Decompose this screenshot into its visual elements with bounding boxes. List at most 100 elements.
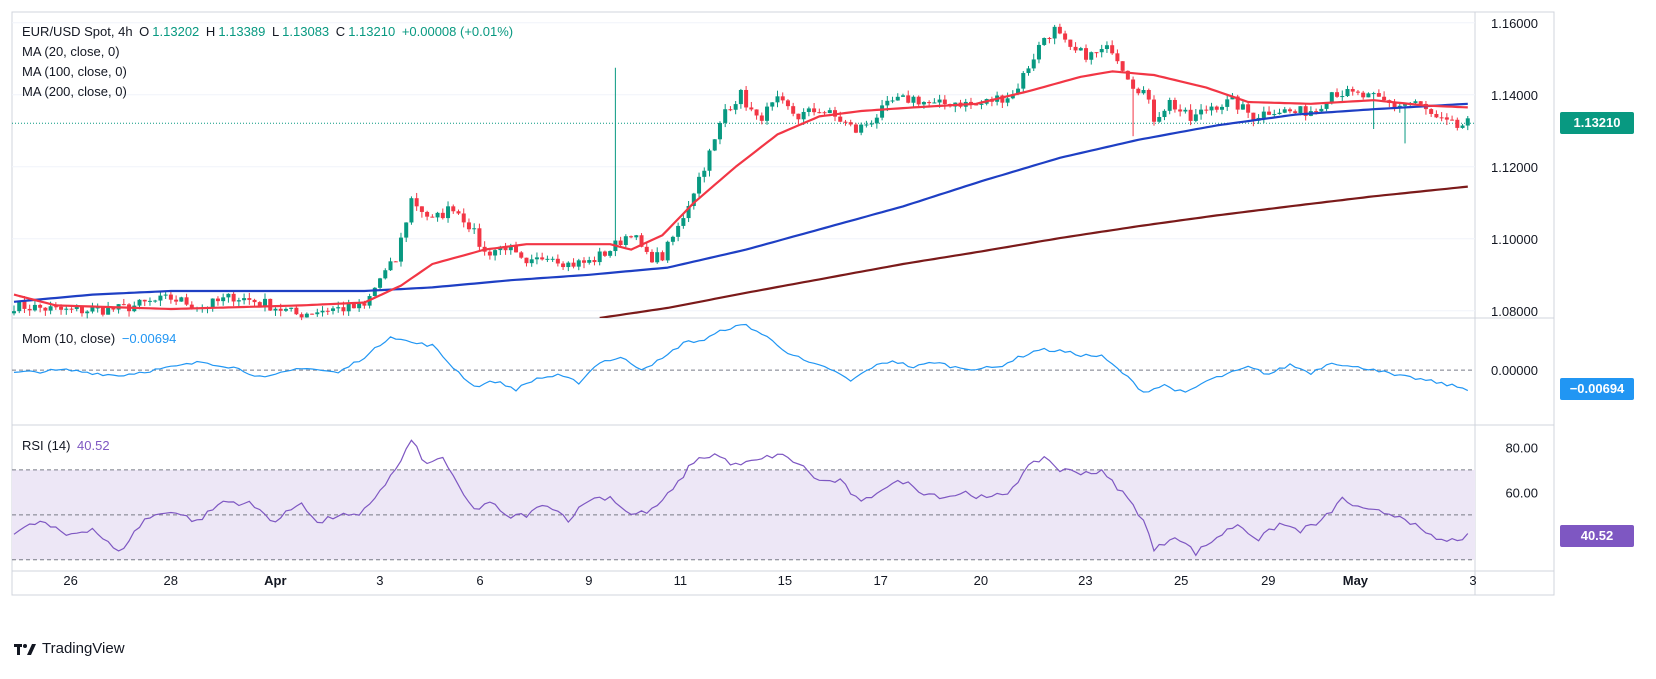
candle-down [629,236,634,238]
legend-ma100[interactable]: MA (100, close, 0) [22,64,127,79]
candle-up [702,170,707,177]
legend-ma200[interactable]: MA (200, close, 0) [22,84,127,99]
mom-label: Mom (10, close) [22,331,116,346]
mom-value: −0.00694 [121,331,177,346]
candle-up [221,297,226,302]
candle-up [608,251,613,256]
candle-up [304,313,309,318]
candle-up [346,303,351,312]
candle-down [419,206,424,212]
candle-up [1460,125,1465,128]
x-tick-label: 28 [164,573,178,588]
candle-down [247,298,252,300]
moving-averages [13,70,1468,318]
candle-up [911,96,916,103]
price-tick-label: 1.10000 [1491,232,1538,247]
candle-up [1366,93,1371,98]
candle-down [1361,92,1366,98]
candle-up [1104,45,1109,50]
x-tick-label: 25 [1174,573,1188,588]
candle-down [1172,99,1177,110]
candle-up [1042,38,1047,45]
candle-down [461,213,466,223]
candle-up [566,262,571,268]
candle-up [550,258,555,260]
candle-down [1073,46,1078,51]
candle-down [38,304,43,308]
candle-down [1444,117,1449,120]
symbol-label[interactable]: EUR/USD Spot, 4h [22,24,133,39]
legend-ma20[interactable]: MA (20, close, 0) [22,44,120,59]
rsi-label: RSI (14) [22,438,71,453]
candle-up [717,122,722,140]
candle-down [503,246,508,251]
candle-down [1350,89,1355,92]
candle-down [1120,61,1125,71]
x-tick-label: 3 [376,573,383,588]
candle-down [942,99,947,105]
candle-up [869,123,874,125]
candle-up [895,96,900,101]
candle-down [906,95,911,103]
candle-up [1298,106,1303,114]
price-tick-label: 1.08000 [1491,304,1538,319]
candle-down [780,96,785,101]
high-label: H [205,24,216,39]
candle-down [791,106,796,114]
brand-label[interactable]: TradingView [42,640,125,657]
candle-down [325,310,330,312]
candle-down [618,240,623,245]
candle-down [268,298,273,311]
low-value: 1.13083 [282,24,330,39]
candle-down [812,108,817,113]
candle-down [1235,96,1240,110]
rsi-tick-label: 60.00 [1505,485,1538,500]
candle-down [477,228,482,247]
candle-up [623,236,628,245]
candle-up [1324,102,1329,109]
candle-up [409,198,414,223]
candle-down [1246,104,1251,113]
candle-down [487,251,492,256]
candle-up [85,311,90,314]
candle-up [357,303,362,309]
candle-up [1162,110,1167,118]
candle-up [770,102,775,107]
candle-up [545,258,550,260]
legend-rsi[interactable]: RSI (14) 40.52 [22,438,113,453]
candle-down [341,307,346,312]
candle-down [215,298,220,302]
candle-up [681,218,686,226]
candle-down [1439,117,1444,119]
candle-up [315,312,320,315]
candle-down [1136,88,1141,94]
candle-down [393,261,398,263]
candle-up [576,260,581,267]
ma200-line [599,185,1468,318]
candle-up [775,96,780,103]
candle-up [320,310,325,313]
candle-down [69,308,74,310]
candle-down [1287,109,1292,112]
legend-mom[interactable]: Mom (10, close) −0.00694 [22,331,179,346]
candle-down [252,299,257,303]
candle-up [493,250,498,256]
candle-up [153,300,158,302]
candle-down [853,124,858,133]
candle-up [263,298,268,306]
candle-up [738,89,743,105]
candle-down [1131,79,1136,89]
candle-up [1157,117,1162,122]
candle-down [1146,89,1151,100]
candle-up [273,308,278,311]
candle-down [53,306,58,308]
candle-up [707,150,712,171]
candle-down [1303,106,1308,116]
candle-down [414,198,419,207]
ma20-line [13,70,1468,311]
candle-up [806,108,811,112]
candle-down [59,306,64,310]
candle-up [1225,99,1230,107]
candle-up [1403,103,1408,106]
